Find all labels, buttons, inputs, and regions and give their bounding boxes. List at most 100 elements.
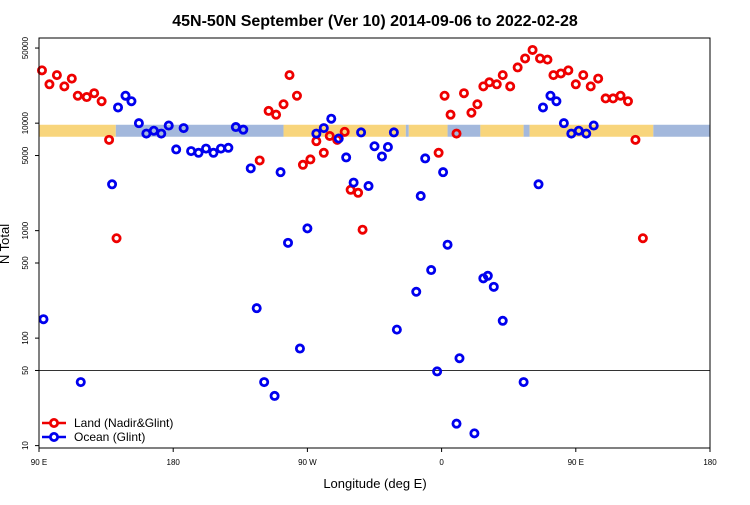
land-point [548, 70, 559, 81]
land-point [578, 70, 589, 81]
ocean-point [545, 90, 556, 101]
ocean-point [369, 141, 380, 152]
ocean-point [454, 353, 465, 364]
land-point [111, 233, 122, 244]
x-axis-label: Longitude (deg E) [323, 476, 426, 491]
ocean-point [126, 96, 137, 107]
plot-frame [38, 37, 711, 449]
land-point [615, 90, 626, 101]
land-point [96, 96, 107, 107]
ocean-point [283, 237, 294, 248]
land-point [278, 99, 289, 110]
land-point [585, 81, 596, 92]
ocean-point [518, 377, 529, 388]
land-point [72, 90, 83, 101]
land-point [570, 79, 581, 90]
ocean-point [223, 142, 234, 153]
land-point [497, 70, 508, 81]
land-point [637, 233, 648, 244]
y-tick-label: 10 [21, 441, 30, 450]
land-point [630, 134, 641, 145]
ocean-point [193, 147, 204, 158]
land-point [324, 130, 335, 141]
ocean-point [201, 143, 212, 154]
ocean-point [311, 128, 322, 139]
y-tick-label: 5000 [21, 146, 30, 164]
ocean-point [588, 120, 599, 131]
ocean-point [163, 120, 174, 131]
y-tick-label: 50000 [21, 36, 30, 59]
ocean-point [442, 239, 453, 250]
legend-marker [49, 417, 60, 428]
land-point [535, 53, 546, 64]
ocean-point [356, 127, 367, 138]
land-point [445, 109, 456, 120]
land-point [357, 224, 368, 235]
ocean-point [420, 153, 431, 164]
ocean-point [388, 127, 399, 138]
ocean-point [363, 181, 374, 192]
land-point [542, 54, 553, 65]
ocean-point [107, 179, 118, 190]
land-point [512, 62, 523, 73]
ocean-point [259, 377, 270, 388]
ocean-point [294, 343, 305, 354]
ocean-point [497, 315, 508, 326]
land-point [271, 109, 282, 120]
ocean-point [208, 147, 219, 158]
land-point [36, 65, 47, 76]
land-point [291, 90, 302, 101]
ocean-point [120, 90, 131, 101]
ocean-point [581, 128, 592, 139]
ocean-point [156, 128, 167, 139]
land-point [622, 96, 633, 107]
land-point [89, 88, 100, 99]
ocean-point [451, 418, 462, 429]
land-point [505, 81, 516, 92]
ocean-point [113, 102, 124, 113]
x-tick-label: 180 [167, 458, 181, 467]
land-point [563, 65, 574, 76]
land-point [66, 73, 77, 84]
land-point [81, 92, 92, 103]
mask-segment-land [480, 124, 524, 137]
chart-title: 45N-50N September (Ver 10) 2014-09-06 to… [172, 13, 578, 30]
land-point [451, 128, 462, 139]
land-point [59, 81, 70, 92]
ocean-point [341, 152, 352, 163]
ocean-point [171, 144, 182, 155]
ocean-point [269, 390, 280, 401]
ocean-point [432, 366, 443, 377]
ocean-point [537, 102, 548, 113]
mask-segment-land [408, 124, 448, 137]
ocean-point [178, 123, 189, 134]
x-axis: 90 E 180 90 W 0 90 E 180 [31, 448, 717, 467]
legend-label: Ocean (Glint) [74, 430, 145, 444]
ocean-point [469, 428, 480, 439]
land-point [318, 147, 329, 158]
land-point [466, 107, 477, 118]
ocean-point [348, 177, 359, 188]
ocean-point [482, 270, 493, 281]
y-tick-label: 500 [21, 256, 30, 270]
ocean-point [238, 124, 249, 135]
mask-segment-land [39, 124, 116, 137]
mask-segment-ocean [523, 124, 530, 137]
x-tick-label: 90 E [31, 458, 47, 467]
ocean-point [551, 96, 562, 107]
land-point [51, 70, 62, 81]
land-point [458, 88, 469, 99]
ocean-point [438, 167, 449, 178]
x-tick-label: 90 E [568, 458, 584, 467]
ocean-point [251, 303, 262, 314]
land-point [311, 136, 322, 147]
land-point [520, 53, 531, 64]
y-axis: 10 50 100 500 1000 5000 10000 50000 [21, 36, 39, 450]
data-points [36, 44, 648, 439]
land-point [263, 105, 274, 116]
ocean-point [426, 265, 437, 276]
ocean-point [302, 223, 313, 234]
land-point [472, 99, 483, 110]
